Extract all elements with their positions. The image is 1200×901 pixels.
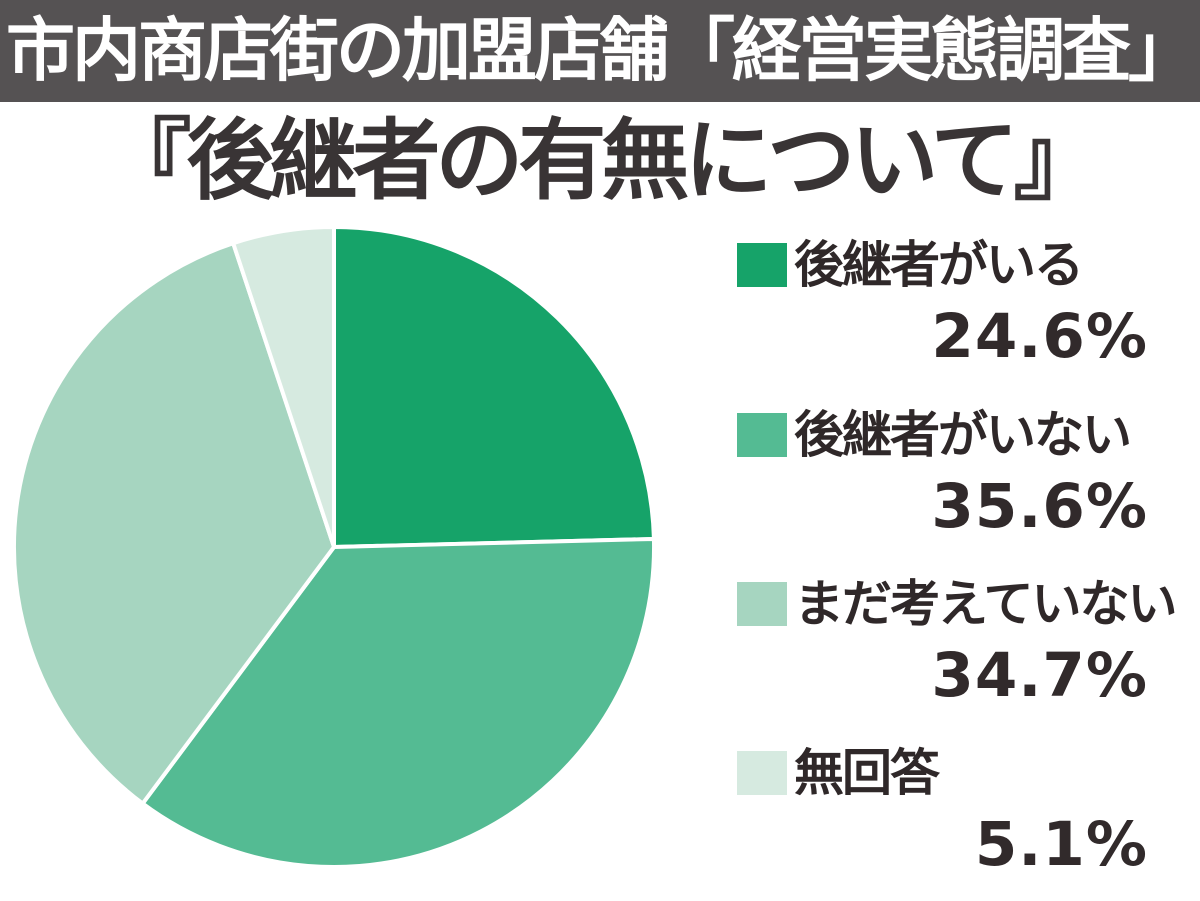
header-banner-text: 市内商店街の加盟店舗「経営実態調査」	[6, 11, 1197, 91]
pie-slice	[332, 224, 656, 549]
pie-slice	[11, 241, 336, 806]
legend-value: 24.6%	[931, 301, 1148, 372]
pie-slice	[231, 224, 336, 549]
pie-slice	[140, 536, 656, 870]
page-title: 『後継者の有無について』	[103, 109, 1101, 212]
legend-item: 後継者がいない 35.6%	[737, 408, 1150, 538]
legend-swatch	[737, 751, 787, 795]
legend-item: 無回答 5.1%	[737, 746, 1150, 876]
legend-label: 無回答	[794, 744, 940, 802]
legend-value: 35.6%	[931, 471, 1148, 542]
legend: 後継者がいる 24.6% 後継者がいない 35.6% まだ考えていない 34.7…	[737, 238, 1177, 888]
legend-swatch	[737, 243, 787, 287]
legend-label: 後継者がいる	[794, 236, 1084, 294]
legend-value: 34.7%	[931, 640, 1148, 711]
legend-item: まだ考えていない 34.7%	[737, 577, 1177, 711]
pie-chart	[11, 224, 656, 870]
header-banner: 市内商店街の加盟店舗「経営実態調査」	[0, 0, 1200, 102]
legend-label: まだ考えていない	[794, 575, 1177, 633]
legend-swatch	[737, 582, 787, 626]
legend-label: 後継者がいない	[794, 406, 1132, 464]
legend-swatch	[737, 413, 787, 457]
legend-value: 5.1%	[974, 809, 1148, 880]
legend-item: 後継者がいる 24.6%	[737, 238, 1150, 368]
